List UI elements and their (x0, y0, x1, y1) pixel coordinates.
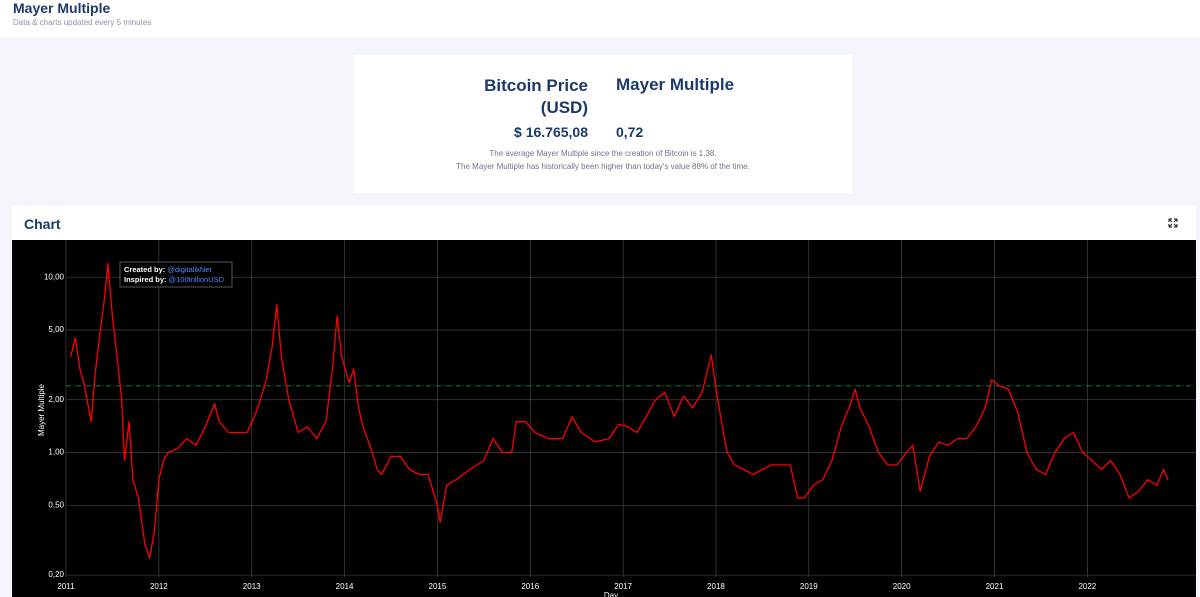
x-tick-label: 2020 (893, 582, 911, 591)
credits-box (119, 261, 233, 288)
page-subtitle: Data & charts updated every 5 minutes (13, 18, 152, 27)
y-tick-label: 0,20 (48, 570, 64, 579)
credit-handle: @100trillionUSD (169, 275, 225, 284)
chart: 2011 2012 2013 2014 2015 2016 2017 2018 2019 2020… (12, 240, 1196, 597)
summary-card: Bitcoin Price (USD) Mayer Multiple $ 16.… (354, 55, 852, 193)
x-tick-label: 2011 (57, 582, 75, 591)
x-tick-label: 2017 (614, 582, 632, 591)
x-tick-label: 2021 (986, 582, 1004, 591)
multiple-value: 0,72 (616, 124, 644, 140)
credit: Inspired by: @100trillionUSD (124, 275, 225, 284)
chart-background (12, 240, 1196, 597)
y-tick-label: 2,00 (48, 395, 64, 404)
x-tick-label: 2014 (336, 582, 354, 591)
note: The Mayer Multiple has historically been… (456, 162, 750, 171)
fullscreen-button[interactable] (1168, 218, 1178, 228)
x-tick-label: 2022 (1078, 582, 1096, 591)
x-axis-label: Day (604, 591, 618, 597)
series-line (69, 262, 1169, 559)
top-bar: Mayer Multiple Data & charts updated eve… (0, 0, 1200, 37)
y-tick-label: 5,00 (48, 325, 64, 334)
x-tick-label: 2015 (429, 582, 447, 591)
credit-handle: @digitalikNet (167, 265, 212, 274)
y-tick-label: 10,00 (44, 272, 65, 281)
x-tick-label: 2013 (243, 582, 261, 591)
y-axis-label: Mayer Multiple (37, 383, 46, 436)
price-label: Bitcoin Price (USD) (484, 76, 588, 117)
x-tick-label: 2018 (707, 582, 725, 591)
page-title: Mayer Multiple (13, 0, 111, 16)
credit-label: Inspired by: (124, 275, 167, 284)
chart-panel: Chart 2011 2012 2013 2014 2015 2016 2017 2018 20… (12, 206, 1196, 597)
note: The average Mayer Multiple since the cre… (489, 149, 717, 158)
multiple-label: Mayer Multiple (616, 75, 735, 94)
x-tick-label: 2016 (521, 582, 539, 591)
x-tick-label: 2019 (800, 582, 818, 591)
y-tick-label: 1,00 (48, 448, 64, 457)
credit-label: Created by: (124, 265, 165, 274)
price-value: $ 16.765,08 (514, 124, 588, 140)
panel-title: Chart (24, 216, 61, 232)
y-tick-label: 0,50 (48, 500, 64, 509)
x-tick-label: 2012 (150, 582, 168, 591)
credit: Created by: @digitalikNet (124, 265, 212, 274)
